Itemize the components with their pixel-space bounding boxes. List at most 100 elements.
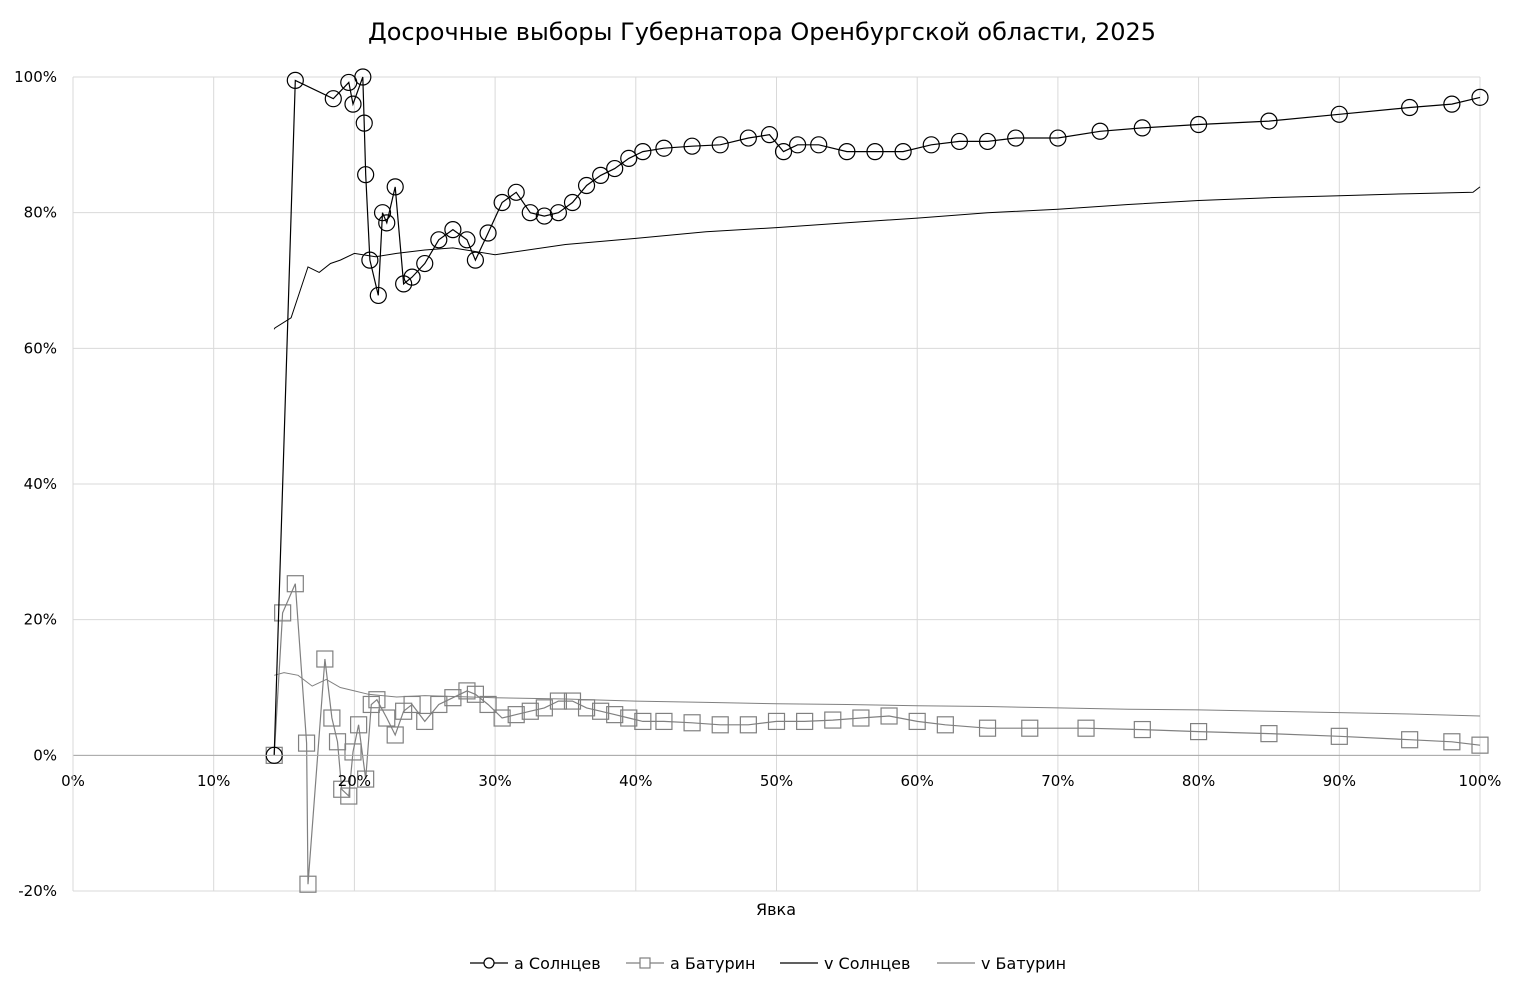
chart-title: Досрочные выборы Губернатора Оренбургско… — [367, 18, 1157, 46]
data-point — [1007, 129, 1025, 147]
data-point — [316, 650, 334, 668]
data-point — [549, 692, 568, 710]
series-line — [273, 76, 1481, 756]
legend-label: v Солнцев — [824, 954, 910, 973]
legend-item: v Батурин — [937, 954, 1066, 973]
data-point — [1133, 720, 1151, 739]
x-tick-label: 90% — [1323, 772, 1356, 790]
data-point — [493, 709, 511, 727]
data-point — [386, 178, 404, 196]
data-point — [1330, 727, 1348, 745]
data-point — [978, 132, 997, 151]
series-3 — [274, 672, 1481, 717]
data-point — [549, 204, 568, 222]
legend-item: v Солнцев — [780, 954, 910, 973]
data-point — [577, 176, 596, 195]
data-point — [354, 68, 372, 86]
data-point — [711, 136, 729, 154]
data-point — [444, 689, 462, 707]
data-point — [1049, 129, 1067, 147]
x-tick-label: 20% — [338, 772, 371, 790]
series-line — [273, 186, 1481, 330]
data-point — [606, 706, 624, 724]
x-tick-label: 10% — [197, 772, 230, 790]
legend-label: a Батурин — [670, 954, 755, 973]
data-point — [789, 136, 807, 154]
legend-label: v Батурин — [981, 954, 1066, 973]
data-point — [866, 143, 884, 161]
data-point — [297, 734, 316, 752]
data-point — [493, 193, 511, 212]
y-tick-label: 60% — [24, 339, 57, 357]
data-point — [361, 251, 379, 269]
data-point — [1330, 105, 1348, 123]
x-tick-label: 70% — [1041, 772, 1074, 790]
y-tick-label: 0% — [33, 746, 57, 764]
data-point — [355, 114, 373, 132]
data-point — [592, 702, 610, 720]
data-point — [950, 132, 969, 151]
data-point — [824, 711, 842, 729]
data-point — [606, 159, 624, 178]
data-point — [1021, 719, 1039, 737]
legend-label: a Солнцев — [514, 954, 601, 973]
data-point — [880, 707, 898, 725]
series-layer — [265, 68, 1489, 893]
data-point — [774, 143, 793, 161]
series-1 — [265, 575, 1489, 893]
data-point — [507, 706, 525, 724]
data-point — [357, 166, 375, 184]
data-point — [739, 716, 757, 734]
data-point — [466, 251, 485, 269]
data-point — [521, 702, 539, 720]
data-point — [634, 143, 652, 161]
y-tick-label: -20% — [18, 882, 57, 900]
x-tick-label: 60% — [901, 772, 934, 790]
grid-layer — [72, 76, 1481, 892]
data-point — [1260, 725, 1278, 743]
data-point — [1133, 119, 1151, 137]
legend: a Солнцев a Батурин v Солнцев v Батурин — [470, 954, 1066, 973]
series-line — [273, 583, 1481, 885]
data-point — [286, 71, 304, 89]
y-tick-label: 40% — [24, 475, 57, 493]
data-point — [683, 137, 701, 155]
data-point — [1189, 722, 1208, 741]
data-point — [368, 691, 386, 709]
data-point — [655, 712, 673, 731]
data-point — [535, 699, 553, 717]
data-point — [796, 712, 814, 731]
data-point — [978, 719, 997, 737]
data-point — [908, 712, 926, 731]
data-point — [444, 221, 462, 239]
data-point — [936, 716, 954, 734]
y-tick-label: 80% — [24, 204, 57, 222]
data-point — [357, 770, 375, 788]
data-point — [466, 685, 485, 703]
data-point — [430, 231, 448, 249]
y-tick-label: 100% — [14, 68, 57, 86]
data-point — [416, 712, 434, 731]
data-point — [344, 743, 362, 761]
series-2 — [273, 186, 1481, 330]
data-point — [922, 136, 940, 154]
data-point — [479, 224, 497, 242]
data-point — [1471, 736, 1489, 754]
data-point — [507, 183, 525, 201]
data-point — [299, 875, 317, 893]
data-point — [592, 166, 610, 184]
data-point — [852, 709, 870, 727]
x-tick-label: 50% — [760, 772, 793, 790]
data-point — [362, 695, 380, 714]
legend-item: a Солнцев — [470, 954, 601, 973]
data-point — [378, 709, 396, 727]
data-point — [323, 709, 341, 727]
data-point — [1189, 115, 1208, 134]
data-point — [838, 143, 856, 161]
data-point — [1077, 719, 1095, 737]
data-point — [1401, 731, 1419, 749]
legend-marker — [639, 957, 651, 969]
data-point — [274, 604, 292, 622]
